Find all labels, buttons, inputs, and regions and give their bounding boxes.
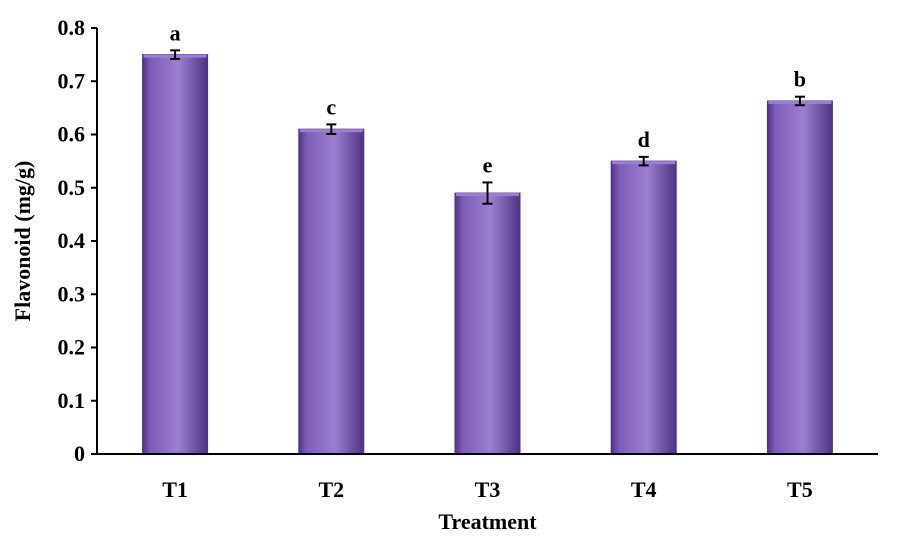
significance-letter: a: [170, 20, 181, 45]
x-tick-label: T2: [318, 477, 344, 502]
error-bar: [482, 181, 493, 205]
y-axis-ticks: 0 0.1 0.2 0.3 0.4 0.5 0.6 0.7 0.8: [58, 15, 97, 466]
y-tick-label: 0.4: [58, 228, 86, 253]
y-tick-label: 0.6: [58, 122, 86, 147]
bar: [454, 192, 521, 455]
y-tick-label: 0.2: [58, 335, 86, 360]
significance-letter: b: [794, 67, 806, 92]
y-tick-label: 0: [74, 441, 85, 466]
bar: [766, 100, 833, 455]
error-bars: [170, 49, 805, 205]
bar: [142, 54, 209, 455]
error-bar: [638, 155, 649, 167]
x-axis-title: Treatment: [438, 509, 537, 534]
significance-letter: d: [638, 127, 650, 152]
x-tick-label: T4: [631, 477, 657, 502]
x-tick-label: T1: [162, 477, 188, 502]
x-axis-ticks: T1 T2 T3 T4 T5: [162, 477, 812, 502]
y-tick-label: 0.3: [58, 281, 86, 306]
significance-letter: c: [326, 94, 336, 119]
significance-labels: a c e d b: [170, 20, 806, 177]
y-tick-label: 0.1: [58, 388, 86, 413]
bar: [610, 160, 677, 455]
error-bar: [170, 49, 181, 60]
y-tick-label: 0.8: [58, 15, 86, 40]
bar: [298, 128, 365, 455]
bars: [142, 54, 833, 455]
x-tick-label: T3: [475, 477, 501, 502]
error-bar: [794, 95, 805, 107]
y-axis-title: Flavonoid (mg/g): [10, 161, 35, 322]
error-bar: [326, 123, 337, 135]
significance-letter: e: [483, 152, 493, 177]
x-tick-label: T5: [787, 477, 813, 502]
y-tick-label: 0.7: [58, 68, 86, 93]
y-tick-label: 0.5: [58, 175, 86, 200]
